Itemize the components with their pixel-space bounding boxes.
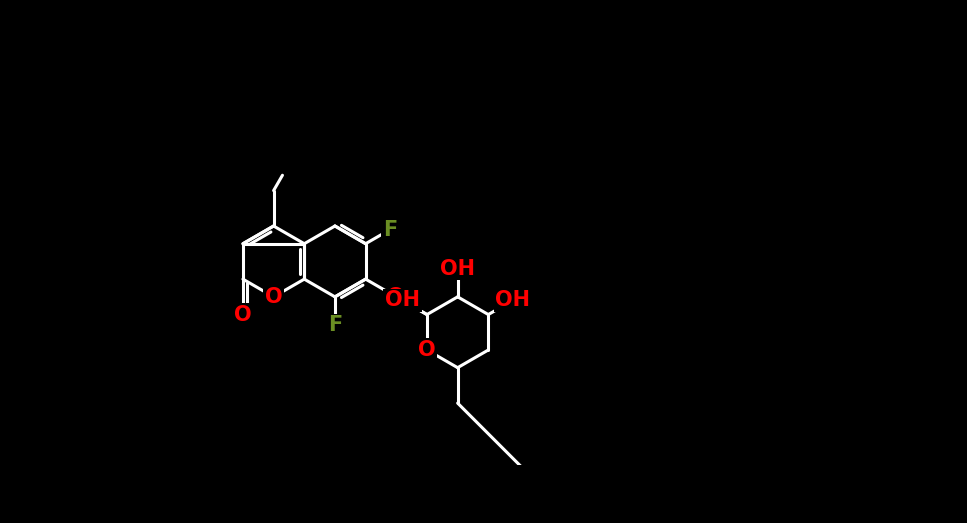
Text: O: O <box>234 304 251 325</box>
Text: F: F <box>328 315 342 335</box>
Text: OH: OH <box>495 290 530 310</box>
Text: O: O <box>418 340 436 360</box>
Text: F: F <box>383 220 397 240</box>
Text: O: O <box>388 287 405 307</box>
Text: OH: OH <box>440 258 475 279</box>
Text: OH: OH <box>385 290 420 310</box>
Text: O: O <box>265 287 282 307</box>
